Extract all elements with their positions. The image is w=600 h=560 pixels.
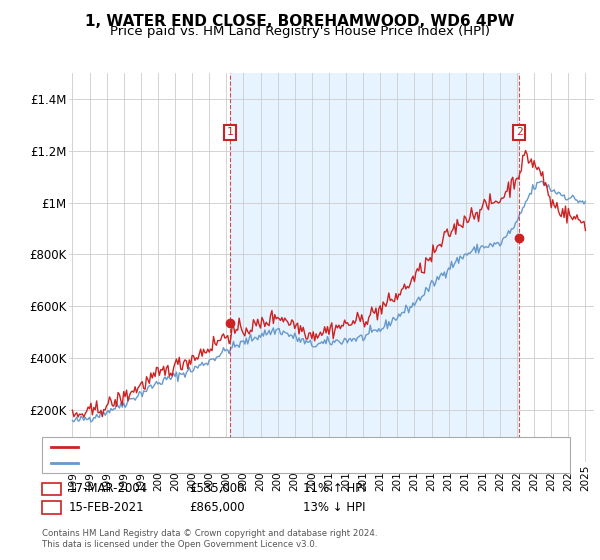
Text: 1, WATER END CLOSE, BOREHAMWOOD, WD6 4PW: 1, WATER END CLOSE, BOREHAMWOOD, WD6 4PW	[85, 14, 515, 29]
Text: 1: 1	[227, 128, 233, 137]
Text: 17-MAR-2004: 17-MAR-2004	[69, 482, 148, 496]
Text: 1: 1	[48, 482, 55, 496]
Text: Contains HM Land Registry data © Crown copyright and database right 2024.
This d: Contains HM Land Registry data © Crown c…	[42, 529, 377, 549]
Text: 11% ↑ HPI: 11% ↑ HPI	[303, 482, 365, 496]
Text: HPI: Average price, detached house, Hertsmere: HPI: Average price, detached house, Hert…	[83, 458, 331, 468]
Text: £865,000: £865,000	[189, 501, 245, 514]
Text: 1, WATER END CLOSE, BOREHAMWOOD, WD6 4PW (detached house): 1, WATER END CLOSE, BOREHAMWOOD, WD6 4PW…	[83, 442, 442, 452]
Text: 2: 2	[48, 501, 55, 514]
Text: 2: 2	[516, 128, 523, 137]
Text: Price paid vs. HM Land Registry's House Price Index (HPI): Price paid vs. HM Land Registry's House …	[110, 25, 490, 38]
Text: 15-FEB-2021: 15-FEB-2021	[69, 501, 145, 514]
Bar	[230, 73, 519, 462]
Text: £535,000: £535,000	[189, 482, 245, 496]
Text: 13% ↓ HPI: 13% ↓ HPI	[303, 501, 365, 514]
